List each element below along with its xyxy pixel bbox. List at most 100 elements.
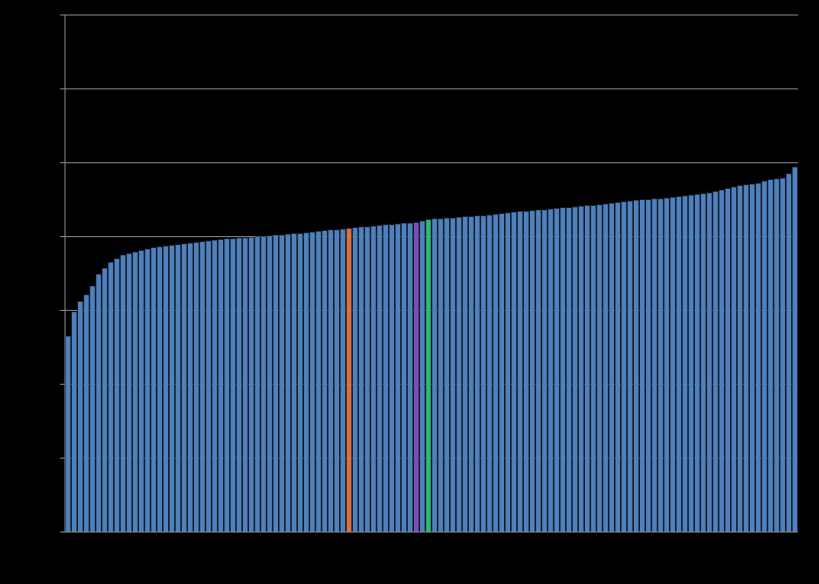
- bar: [138, 250, 145, 533]
- bar: [217, 239, 224, 533]
- bar: [242, 237, 249, 533]
- bar: [645, 199, 652, 533]
- bar: [578, 205, 585, 533]
- bar: [590, 205, 597, 533]
- bar: [529, 210, 536, 533]
- bar: [291, 233, 297, 533]
- bar: [327, 229, 334, 533]
- bar: [792, 166, 798, 533]
- bar: [395, 223, 401, 533]
- bar: [596, 204, 603, 533]
- bar: [504, 212, 511, 533]
- bar: [773, 178, 780, 533]
- bar: [413, 222, 420, 533]
- bar: [694, 194, 701, 533]
- bar: [572, 206, 578, 533]
- bar: [761, 180, 768, 533]
- bar: [456, 217, 462, 533]
- bar: [541, 209, 548, 533]
- bar: [388, 224, 395, 533]
- bar: [101, 268, 108, 533]
- bar: [382, 224, 389, 533]
- bar: [614, 202, 621, 533]
- bar: [669, 197, 676, 533]
- bar: [321, 230, 328, 533]
- bar: [315, 231, 322, 533]
- bar: [211, 239, 218, 533]
- bar: [474, 215, 481, 533]
- bar: [401, 222, 407, 533]
- bar: [144, 248, 151, 533]
- bar: [737, 185, 743, 533]
- bar: [230, 238, 236, 533]
- bar: [559, 207, 566, 533]
- bar: [272, 234, 279, 533]
- bar: [535, 209, 542, 533]
- bar: [71, 311, 78, 533]
- bar: [169, 245, 175, 533]
- bar: [95, 273, 102, 533]
- bar: [718, 189, 725, 533]
- bar: [333, 229, 340, 533]
- bar: [358, 226, 365, 533]
- bar: [340, 228, 346, 533]
- bar: [150, 247, 157, 533]
- bar: [266, 235, 273, 533]
- bar: [193, 242, 200, 533]
- bar: [425, 219, 432, 533]
- bar: [602, 203, 609, 533]
- bar: [205, 240, 212, 533]
- bar: [89, 285, 96, 533]
- bar: [156, 246, 163, 533]
- bar: [517, 211, 523, 533]
- bar: [755, 183, 762, 533]
- bar: [132, 251, 139, 533]
- bar: [724, 188, 731, 533]
- bar: [468, 216, 475, 533]
- bar: [511, 211, 517, 533]
- bar: [431, 218, 438, 533]
- bar: [779, 177, 786, 533]
- bar: [731, 186, 737, 533]
- bar: [224, 238, 230, 533]
- bar: [706, 192, 713, 533]
- bar: [346, 228, 352, 533]
- bar: [553, 208, 560, 533]
- bar: [486, 214, 493, 533]
- bar: [749, 183, 756, 533]
- bar: [370, 225, 377, 533]
- bar: [278, 234, 285, 533]
- bar: [376, 225, 383, 533]
- bar: [584, 205, 591, 533]
- bar: [364, 226, 371, 533]
- bar: [309, 231, 316, 533]
- bar: [120, 254, 126, 533]
- bar: [498, 213, 505, 533]
- bar: [657, 198, 664, 533]
- bar: [547, 208, 554, 533]
- bar: [676, 196, 682, 533]
- bar: [285, 234, 291, 533]
- bar: [437, 218, 444, 533]
- bar: [492, 214, 499, 533]
- bar: [633, 200, 639, 533]
- bar: [682, 195, 688, 533]
- bar: [651, 198, 658, 533]
- bar: [126, 253, 132, 533]
- bar: [77, 301, 84, 533]
- bar: [236, 237, 242, 533]
- bar: [352, 227, 359, 533]
- bar: [254, 236, 261, 533]
- bar: [260, 236, 267, 533]
- bar: [443, 217, 450, 533]
- bar: [65, 335, 71, 533]
- bar: [767, 179, 774, 533]
- bar: [114, 258, 120, 533]
- bar: [107, 262, 114, 533]
- bar: [407, 222, 413, 533]
- bar: [83, 294, 90, 533]
- bar: [450, 217, 456, 533]
- bar: [187, 242, 194, 533]
